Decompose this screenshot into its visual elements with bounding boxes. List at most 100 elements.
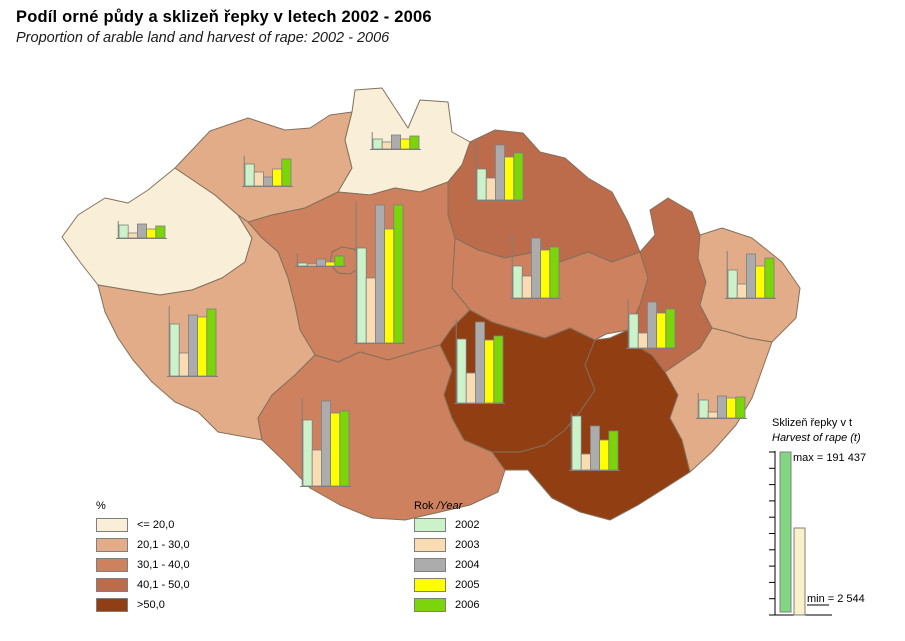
bar-ustecky-2004	[262, 176, 273, 187]
bar-jihocesky-2004	[320, 400, 331, 487]
page-subtitle: Proportion of arable land and harvest of…	[16, 30, 390, 46]
bar-kralovehradecky-2003	[485, 177, 496, 201]
bar-jihocesky-2005	[330, 412, 341, 487]
bar-chart-plzensky	[167, 306, 218, 377]
scale-title-cz: Sklizeň řepky v t	[772, 417, 852, 429]
bar-pardubicky-2005	[540, 249, 551, 299]
percent-class-row: 20,1 - 30,0	[96, 538, 190, 552]
region-bar-charts	[116, 132, 776, 487]
percent-legend-rows: <= 20,0 20,1 - 30,0 30,1 - 40,0 40,1 - 50,0…	[96, 518, 190, 612]
bar-kralovehradecky-2002	[476, 168, 487, 201]
bar-praha-2006	[334, 255, 345, 267]
figure-header: Podíl orné půdy a sklizeň řepky v letech…	[16, 8, 432, 46]
bar-olomoucky-2005	[656, 312, 667, 349]
scale-ticks	[769, 451, 775, 616]
bar-vysocina-2003	[465, 372, 476, 404]
percent-class-chip	[96, 538, 128, 552]
bar-olomoucky-2004	[647, 301, 658, 349]
percent-class-row: 40,1 - 50,0	[96, 578, 190, 592]
percent-class-label: <= 20,0	[137, 519, 175, 531]
bar-chart-jihocesky	[300, 398, 351, 487]
bar-moravskoslezsky-2003	[736, 283, 747, 299]
bar-zlinsky-2004	[717, 395, 728, 419]
year-legend: Rok /Year 2002 2003 2004 2005 2006	[414, 500, 479, 619]
year-row: 2003	[414, 538, 480, 552]
year-label: 2003	[455, 539, 480, 551]
year-chip	[414, 558, 446, 572]
scale-title-en: Harvest of rape (t)	[772, 432, 861, 444]
bar-plzensky-2003	[178, 352, 189, 377]
bar-olomoucky-2003	[637, 332, 648, 349]
scale-max-bar	[779, 451, 792, 613]
bar-stredocesky-2006	[393, 204, 404, 344]
percent-class-row: <= 20,0	[96, 518, 190, 532]
bar-chart-ustecky	[242, 156, 293, 187]
percent-class-chip	[96, 518, 128, 532]
bar-stredocesky-2004	[374, 204, 385, 344]
year-chip	[414, 518, 446, 532]
bar-chart-liberecky	[370, 132, 421, 150]
percent-class-chip	[96, 558, 128, 572]
year-row: 2004	[414, 558, 479, 572]
percent-class-label: 20,1 - 30,0	[137, 539, 190, 551]
year-chip	[414, 598, 446, 612]
bar-ustecky-2005	[272, 168, 283, 187]
bar-jihomoravsky-2004	[590, 425, 601, 471]
bar-plzensky-2006	[206, 308, 217, 377]
percent-class-chip	[96, 598, 128, 612]
bar-vysocina-2005	[484, 339, 495, 404]
bar-chart-pardubicky	[510, 235, 561, 299]
bar-stredocesky-2002	[356, 247, 367, 344]
percent-class-row: >50,0	[96, 598, 190, 612]
bar-chart-zlinsky	[696, 393, 747, 419]
year-row: 2005	[414, 578, 480, 592]
bar-vysocina-2004	[474, 321, 485, 404]
bar-ustecky-2002	[244, 163, 255, 187]
scale-max-label: max = 191 437	[793, 452, 866, 464]
year-chip	[414, 538, 446, 552]
bar-plzensky-2004	[187, 314, 198, 377]
scale-min-bar	[793, 527, 806, 616]
map-regions	[61, 87, 801, 521]
bar-jihocesky-2003	[311, 449, 322, 487]
bar-ustecky-2003	[253, 171, 264, 187]
bar-jihomoravsky-2002	[571, 415, 582, 471]
bar-plzensky-2002	[169, 323, 180, 377]
bar-moravskoslezsky-2006	[764, 257, 775, 299]
year-legend-title-en: /Year	[436, 500, 463, 512]
year-label: 2005	[455, 579, 480, 591]
bar-karlovarsky-2005	[146, 228, 157, 239]
percent-class-label: 40,1 - 50,0	[137, 579, 190, 591]
bar-jihomoravsky-2003	[580, 453, 591, 471]
bar-chart-praha	[295, 253, 346, 267]
bar-liberecky-2005	[400, 138, 411, 150]
bar-chart-moravskoslezsky	[725, 251, 776, 299]
bar-stredocesky-2003	[365, 277, 376, 344]
year-legend-title-cz: Rok	[414, 500, 437, 512]
bar-kralovehradecky-2006	[513, 152, 524, 201]
bar-vysocina-2006	[493, 335, 504, 404]
bar-liberecky-2002	[372, 138, 383, 150]
bar-stredocesky-2005	[384, 228, 395, 344]
percent-class-chip	[96, 578, 128, 592]
year-label: 2006	[455, 599, 480, 611]
bar-pardubicky-2004	[531, 237, 542, 299]
bar-praha-2003	[306, 263, 317, 267]
bar-moravskoslezsky-2002	[727, 269, 738, 299]
bar-moravskoslezsky-2004	[746, 253, 757, 299]
percent-class-label: 30,1 - 40,0	[137, 559, 190, 571]
bar-pardubicky-2002	[512, 265, 523, 299]
bar-zlinsky-2003	[707, 411, 718, 419]
year-row: 2002	[414, 518, 479, 532]
bar-karlovarsky-2004	[136, 223, 147, 239]
bar-olomoucky-2006	[665, 308, 676, 349]
bar-karlovarsky-2003	[127, 232, 138, 239]
bar-zlinsky-2005	[726, 397, 737, 419]
bar-praha-2005	[325, 261, 336, 267]
bar-zlinsky-2006	[735, 396, 746, 419]
bar-olomoucky-2002	[628, 313, 639, 349]
percent-legend: % <= 20,0 20,1 - 30,0 30,1 - 40,0 40,1 - 50…	[96, 500, 190, 619]
bar-kralovehradecky-2005	[504, 156, 515, 201]
